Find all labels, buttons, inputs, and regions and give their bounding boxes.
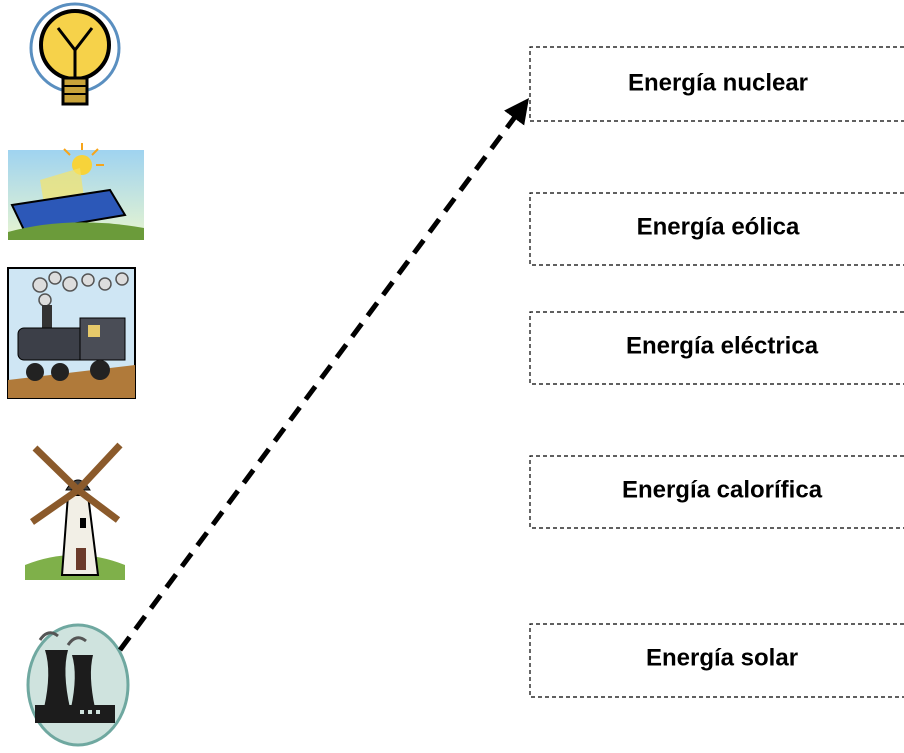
- bulb-icon: [31, 4, 119, 104]
- answer-label: Energía eléctrica: [626, 332, 819, 359]
- page: {"labels": ["Energía nuclear", "Energía …: [0, 0, 904, 753]
- answer-label: Energía nuclear: [628, 69, 808, 96]
- windmill-icon: [25, 445, 125, 580]
- solar-panel-icon: [8, 143, 144, 240]
- answer-label: Energía solar: [646, 644, 798, 671]
- answer-label: Energía eólica: [637, 213, 800, 240]
- worksheet: Energía nuclear Energía eólica Energía e…: [0, 0, 904, 753]
- answer-label: Energía calorífica: [622, 476, 823, 503]
- nuclear-plant-icon: [28, 625, 128, 745]
- train-icon: [8, 268, 135, 398]
- match-arrow: [120, 102, 526, 650]
